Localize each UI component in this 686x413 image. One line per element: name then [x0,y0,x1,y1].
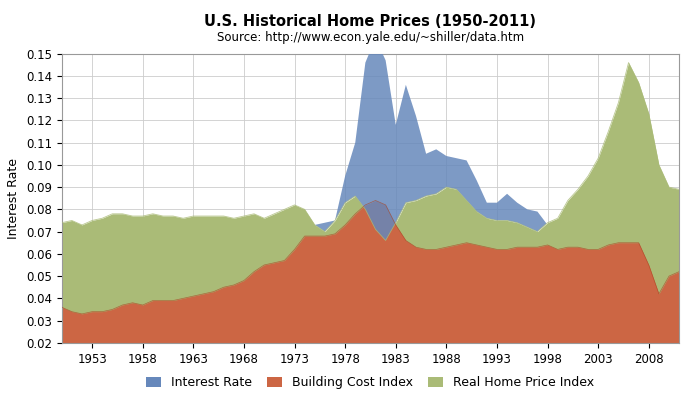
Legend: Interest Rate, Building Cost Index, Real Home Price Index: Interest Rate, Building Cost Index, Real… [141,371,600,394]
Y-axis label: Interest Rate: Interest Rate [8,158,21,239]
Text: Source: http://www.econ.yale.edu/~shiller/data.htm: Source: http://www.econ.yale.edu/~shille… [217,31,524,44]
Text: U.S. Historical Home Prices (1950-2011): U.S. Historical Home Prices (1950-2011) [204,14,536,29]
